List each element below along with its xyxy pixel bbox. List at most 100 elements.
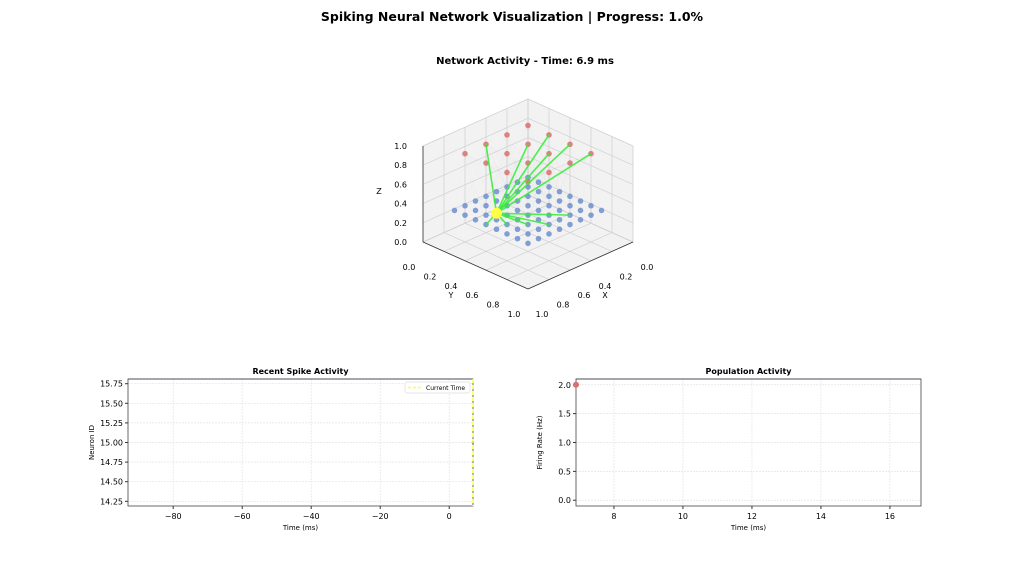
synapse-line [464, 153, 529, 206]
synapse-line [569, 162, 592, 206]
input-neuron [556, 217, 563, 223]
synapse-line [527, 162, 560, 230]
input-neuron [451, 207, 458, 214]
output-neuron [504, 150, 510, 157]
y-tick-label: 14.75 [100, 458, 123, 467]
y-tick-label: 1.0 [508, 310, 521, 319]
synapse-line [496, 153, 592, 192]
synapse-line [517, 153, 550, 220]
y-tick-label: 0.0 [403, 263, 416, 272]
output-neuron [546, 169, 552, 176]
input-neuron [546, 184, 552, 190]
legend: Current Time [404, 381, 471, 394]
y-tick-label: 0.8 [487, 301, 500, 310]
z-tick-label: 0.2 [394, 219, 407, 228]
x-tick-label: 0.2 [620, 272, 633, 281]
input-neuron [588, 212, 594, 218]
x-axis-label: X [602, 291, 608, 300]
synapse-line [485, 144, 508, 188]
y-tick-label: 0.2 [424, 272, 437, 281]
x-tick-label: −40 [303, 512, 320, 521]
output-neuron [483, 160, 489, 166]
synapse-line [485, 144, 560, 192]
figure-suptitle: Spiking Neural Network Visualization | P… [320, 9, 704, 24]
x-tick-label: 0.4 [599, 282, 612, 291]
x-axis-label: Time (ms) [730, 524, 767, 532]
synapse-line [475, 162, 529, 211]
wall-gridline [422, 98, 529, 147]
synapse-line [496, 134, 508, 192]
input-neuron [588, 202, 594, 209]
input-neuron [525, 231, 531, 237]
input-neuron [577, 207, 584, 214]
input-neuron [514, 226, 521, 233]
wall-gridline [527, 156, 634, 204]
synapse-line [506, 144, 529, 206]
input-neuron [567, 193, 573, 200]
synapse-line [485, 162, 581, 202]
input-neuron [504, 231, 510, 237]
y-axis-label: Y [448, 291, 454, 300]
input-neuron [535, 235, 542, 242]
y-tick-label: 15.00 [100, 439, 123, 448]
network-3d-plot: Network Activity - Time: 6.9 ms 0.0 0.2 0.4… [376, 56, 653, 319]
synapse-line [475, 134, 508, 202]
input-neuron [556, 207, 563, 214]
floor-gridline [506, 232, 613, 280]
input-neuron [546, 231, 552, 237]
input-neuron [546, 202, 552, 209]
synapse-line [464, 153, 518, 183]
x-tick-label: −20 [372, 512, 389, 521]
y-tick-label: 15.25 [100, 419, 123, 428]
y-tick-label: 0.5 [558, 467, 571, 476]
x-tick-label: 0.8 [557, 301, 570, 310]
wall-gridline [527, 98, 634, 147]
x-tick-label: 0 [447, 512, 452, 521]
x-axis-label: Time (ms) [282, 524, 319, 532]
y-tick-label: 2.0 [558, 381, 571, 390]
x-tick-label: 12 [747, 512, 757, 521]
active-connection [496, 212, 529, 226]
synapse-line [506, 125, 529, 187]
y-tick-label: 0.4 [445, 282, 458, 291]
y-axis-label: Neuron ID [88, 425, 96, 460]
synapse-line [569, 144, 602, 211]
spiking-neuron [491, 207, 502, 219]
x-tick-label: −60 [234, 512, 251, 521]
synapse-line [464, 125, 529, 206]
wall-gridline [422, 137, 529, 185]
input-neuron [462, 202, 468, 209]
y-tick-label: 14.25 [100, 497, 123, 506]
y-tick-label: 1.0 [558, 439, 571, 448]
synapse-line [464, 153, 497, 192]
synapse-line [527, 153, 592, 206]
floor-gridline [485, 222, 592, 271]
synapse-line [517, 134, 550, 202]
synapse-line [517, 162, 571, 211]
active-connection [495, 134, 550, 214]
input-neuron [556, 198, 563, 204]
input-neuron [546, 193, 552, 200]
rate-point [573, 381, 579, 388]
input-neuron [567, 221, 573, 228]
wall-gridline [527, 117, 634, 166]
synapse-line [548, 153, 592, 197]
synapse-line [464, 144, 487, 206]
synapse-line [517, 172, 550, 183]
synapse-line [506, 134, 529, 206]
legend-box [404, 381, 471, 394]
synapse-line [548, 153, 592, 216]
synapse-line [527, 144, 560, 211]
y-tick-label: 15.75 [100, 380, 123, 389]
spike-raster-plot: −80 −60 −40 −20 0 14.25 14.50 14.75 15.00 15.25 15… [88, 367, 475, 532]
synapse-line [485, 162, 560, 211]
input-neuron [598, 207, 605, 214]
input-neuron [472, 217, 479, 223]
input-neuron [514, 207, 521, 214]
z-tick-label: 0.8 [394, 161, 407, 170]
network-title: Network Activity - Time: 6.9 ms [436, 56, 614, 67]
input-neuron [493, 226, 500, 233]
input-neuron [535, 188, 542, 195]
population-activity-plot: 8 10 12 14 16 0.0 0.5 1.0 1.5 2.0 Population Activ… [536, 367, 922, 532]
